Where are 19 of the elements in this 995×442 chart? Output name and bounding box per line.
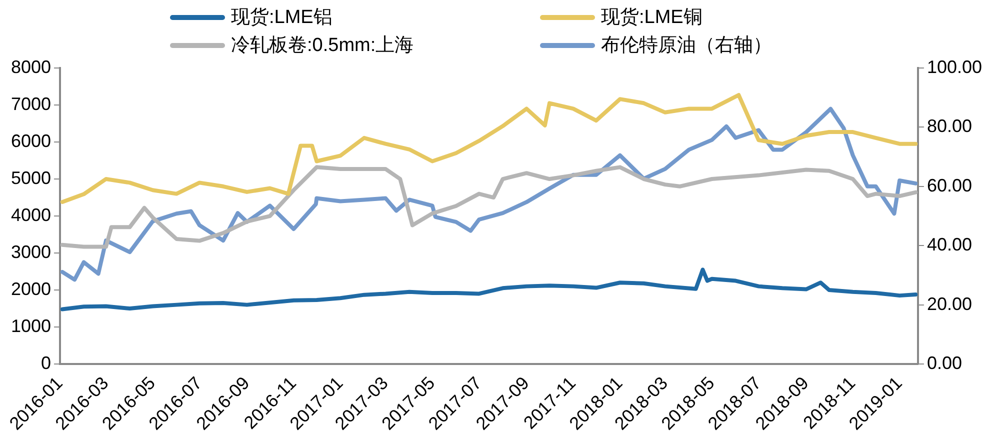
y-tick-label: 4000 <box>10 204 52 225</box>
y2-tick-label: 60.00 <box>926 175 972 196</box>
y-tick-label: 2000 <box>10 278 52 299</box>
legend-label: 布伦特原油（右轴） <box>601 34 772 58</box>
y2-tick-label: 80.00 <box>926 116 972 136</box>
legend-label: 现货:LME铜 <box>601 6 702 30</box>
y-tick-label: 8000 <box>10 56 52 77</box>
y-tick-label: 0 <box>41 352 52 373</box>
legend-label: 现货:LME铝 <box>231 6 332 30</box>
legend-label: 冷轧板卷:0.5mm:上海 <box>231 34 414 58</box>
y2-tick-label: 0.00 <box>926 352 962 373</box>
y-tick-label: 6000 <box>10 130 52 151</box>
y2-tick-label: 20.00 <box>926 294 972 314</box>
y-tick-label: 7000 <box>10 94 52 114</box>
y2-tick-label: 100.00 <box>926 56 982 77</box>
y2-tick-label: 40.00 <box>926 234 972 255</box>
y-tick-label: 1000 <box>10 316 52 336</box>
y-tick-label: 3000 <box>10 242 52 262</box>
y-tick-label: 5000 <box>10 168 52 188</box>
